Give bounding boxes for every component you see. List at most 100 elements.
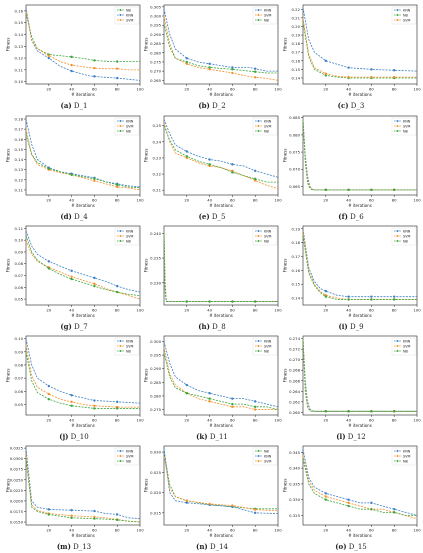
caption-letter: (l) bbox=[336, 432, 346, 441]
series-line-nb bbox=[302, 235, 417, 300]
y-tick-label: 0.14 bbox=[15, 157, 24, 162]
y-tick-label: 0.268 bbox=[289, 368, 300, 373]
x-tick-label: 40 bbox=[346, 87, 351, 92]
chart-panel-d-4: 0.11 0.12 0.13 0.14 0.15 0.16 0.17 0.18 20 40 60 80… bbox=[6, 113, 144, 223]
x-tick-label: 80 bbox=[115, 87, 120, 92]
series-line-nb bbox=[302, 22, 417, 79]
caption-letter: (a) bbox=[60, 101, 72, 110]
series-marker-nb bbox=[324, 188, 327, 192]
legend-label: KNN bbox=[403, 119, 411, 123]
series-marker-knn bbox=[93, 399, 96, 402]
series-marker-svm bbox=[93, 404, 96, 407]
legend-label: KNN bbox=[126, 339, 134, 343]
series-marker-nb bbox=[393, 511, 396, 514]
x-tick-label: 40 bbox=[69, 198, 74, 203]
y-tick-label: 0.260 bbox=[289, 410, 300, 415]
y-tick-label: 0.06 bbox=[15, 389, 24, 394]
y-tick-label: 0.335 bbox=[289, 481, 300, 486]
series-marker-nb bbox=[324, 410, 327, 413]
panel-caption: (l) D_12 bbox=[283, 432, 419, 441]
chart-panel-d-1: 0.10 0.11 0.12 0.13 0.14 0.15 0.16 20 40 60 80 100 #… bbox=[6, 2, 144, 112]
caption-dataset-name: D_6 bbox=[347, 213, 364, 221]
y-tick-label: 0.075 bbox=[289, 150, 300, 155]
series-marker-nb bbox=[70, 404, 73, 407]
chart-svg: 0.015 0.020 0.025 0.030 20 40 60 80 100 # iterati… bbox=[144, 445, 282, 538]
chart-panel-d-9: 0.14 0.15 0.16 0.17 0.18 0.19 20 40 60 80 100 # ite… bbox=[283, 223, 421, 333]
series-marker-knn bbox=[231, 66, 234, 69]
x-axis-label: # iterations bbox=[209, 203, 233, 208]
series-marker-knn bbox=[116, 400, 119, 404]
legend-marker bbox=[257, 19, 260, 21]
x-tick-label: 100 bbox=[274, 198, 282, 203]
caption-dataset-name: D_12 bbox=[345, 433, 366, 441]
series-marker-knn bbox=[370, 501, 373, 505]
y-tick-label: 0.015 bbox=[150, 510, 161, 515]
series-marker-nb bbox=[47, 398, 50, 401]
series-marker-nb bbox=[347, 504, 350, 508]
legend-label: KNN bbox=[264, 229, 272, 233]
caption-dataset-name: D_15 bbox=[346, 543, 367, 551]
x-tick-label: 20 bbox=[46, 198, 51, 203]
panel-caption: (k) D_11 bbox=[144, 432, 280, 441]
legend-marker bbox=[257, 125, 260, 127]
series-marker-nb bbox=[93, 517, 96, 520]
series-marker-nb bbox=[254, 177, 257, 181]
series-marker-svm bbox=[393, 75, 396, 79]
y-tick-label: 0.266 bbox=[289, 378, 300, 383]
series-marker-knn bbox=[254, 67, 257, 70]
x-tick-label: 80 bbox=[392, 528, 397, 533]
series-marker-knn bbox=[231, 397, 234, 400]
x-tick-label: 60 bbox=[230, 418, 235, 423]
series-line-knn bbox=[302, 449, 418, 516]
y-tick-label: 0.11 bbox=[15, 67, 24, 72]
series-line-svm bbox=[163, 346, 278, 410]
y-tick-label: 0.070 bbox=[289, 167, 300, 172]
series-marker-knn bbox=[208, 392, 211, 395]
series-marker-nb bbox=[393, 298, 396, 301]
plot-frame bbox=[163, 225, 279, 306]
series-line-nb bbox=[163, 352, 279, 410]
series-marker-svm bbox=[116, 185, 119, 189]
y-tick-label: 0.264 bbox=[289, 389, 300, 394]
x-tick-label: 20 bbox=[184, 418, 189, 423]
series-line-nb bbox=[302, 119, 417, 191]
y-tick-label: 0.09 bbox=[15, 249, 24, 254]
y-axis-label: Fitness bbox=[144, 149, 149, 163]
x-tick-label: 60 bbox=[230, 528, 235, 533]
series-line-svm bbox=[25, 345, 140, 408]
series-line-nb bbox=[25, 235, 141, 296]
y-tick-label: 0.275 bbox=[150, 407, 161, 412]
legend-label: KNN bbox=[403, 229, 411, 233]
y-tick-label: 0.23 bbox=[153, 155, 162, 160]
series-marker-knn bbox=[93, 509, 96, 513]
x-tick-label: 40 bbox=[207, 308, 212, 313]
series-marker-nb bbox=[347, 298, 350, 301]
caption-letter: (h) bbox=[198, 322, 210, 331]
plot-frame bbox=[25, 335, 141, 416]
plot-frame bbox=[163, 445, 279, 526]
y-tick-label: 0.16 bbox=[292, 58, 301, 63]
series-marker-knn bbox=[393, 295, 396, 298]
x-axis-label: # iterations bbox=[71, 533, 95, 538]
caption-letter: (i) bbox=[338, 322, 348, 331]
legend-label: KNN bbox=[264, 8, 272, 12]
chart-panel-d-13: 0.0150 0.0175 0.0200 0.0225 0.0250 0.0275 0.03… bbox=[6, 443, 145, 553]
y-tick-label: 0.13 bbox=[15, 44, 24, 49]
x-tick-label: 100 bbox=[136, 308, 144, 313]
x-tick-label: 100 bbox=[136, 198, 144, 203]
series-marker-nb bbox=[254, 405, 257, 409]
legend-label: NB bbox=[264, 129, 270, 133]
x-tick-label: 20 bbox=[323, 418, 328, 423]
chart-svg: 0.265 0.270 0.275 0.280 0.285 0.290 0.295 0.300… bbox=[144, 4, 283, 97]
x-tick-label: 20 bbox=[184, 308, 189, 313]
series-marker-nb bbox=[70, 173, 73, 176]
panel-caption: (c) D_3 bbox=[283, 101, 419, 110]
plot-frame bbox=[302, 4, 418, 85]
y-tick-label: 0.18 bbox=[292, 41, 301, 46]
series-marker-svm bbox=[231, 71, 234, 75]
panel-caption: (h) D_8 bbox=[144, 322, 280, 331]
legend-marker bbox=[119, 350, 122, 352]
legend-label: NB bbox=[264, 239, 270, 243]
series-marker-knn bbox=[47, 384, 50, 388]
